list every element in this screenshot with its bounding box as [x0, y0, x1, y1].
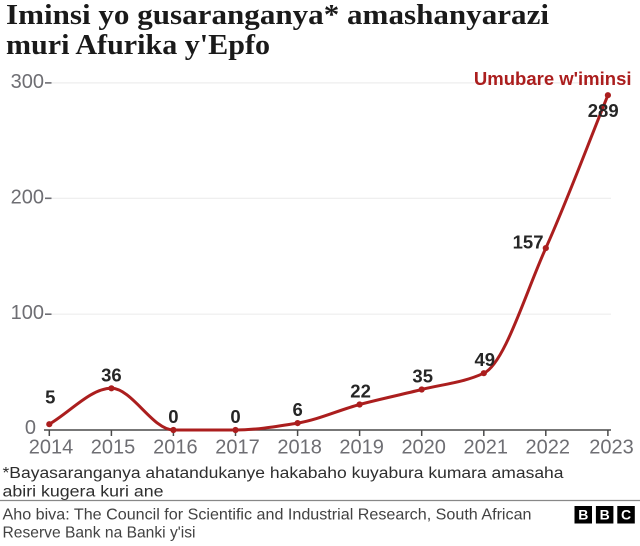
svg-text:49: 49 — [475, 349, 496, 370]
svg-text:*Bayasaranganya ahatandukanye: *Bayasaranganya ahatandukanye hakabaho k… — [3, 465, 564, 482]
svg-text:muri Afurika y'Epfo: muri Afurika y'Epfo — [6, 30, 270, 61]
svg-text:2018: 2018 — [277, 437, 322, 459]
svg-text:0: 0 — [168, 406, 178, 427]
svg-text:2022: 2022 — [526, 437, 571, 459]
svg-text:2017: 2017 — [215, 437, 260, 459]
svg-text:B: B — [600, 507, 610, 523]
svg-text:289: 289 — [588, 100, 619, 121]
svg-text:2016: 2016 — [153, 437, 198, 459]
svg-text:0: 0 — [230, 406, 240, 427]
svg-text:300: 300 — [11, 71, 44, 93]
svg-text:2020: 2020 — [401, 437, 446, 459]
svg-text:100: 100 — [11, 302, 44, 324]
svg-text:35: 35 — [412, 366, 433, 387]
svg-text:Aho biva: The Council for Scie: Aho biva: The Council for Scientific and… — [3, 507, 532, 524]
svg-text:2014: 2014 — [29, 437, 74, 459]
svg-text:157: 157 — [513, 232, 544, 253]
svg-text:Reserve Bank na Banki y'isi: Reserve Bank na Banki y'isi — [3, 525, 196, 542]
svg-text:2015: 2015 — [91, 437, 136, 459]
svg-text:2019: 2019 — [339, 437, 384, 459]
svg-text:C: C — [621, 507, 631, 523]
svg-text:22: 22 — [350, 381, 371, 402]
svg-text:36: 36 — [101, 364, 122, 385]
svg-text:5: 5 — [45, 387, 55, 408]
svg-text:2021: 2021 — [464, 437, 509, 459]
svg-text:200: 200 — [11, 186, 44, 208]
svg-text:B: B — [578, 507, 588, 523]
svg-text:abiri kugera kuri ane: abiri kugera kuri ane — [3, 484, 164, 501]
svg-text:6: 6 — [292, 399, 302, 420]
svg-text:Umubare w'iminsi: Umubare w'iminsi — [474, 68, 632, 89]
svg-text:2023: 2023 — [589, 437, 634, 459]
svg-text:0: 0 — [25, 417, 36, 439]
svg-text:Iminsi yo gusaranganya* amasha: Iminsi yo gusaranganya* amashanyarazi — [6, 0, 549, 31]
